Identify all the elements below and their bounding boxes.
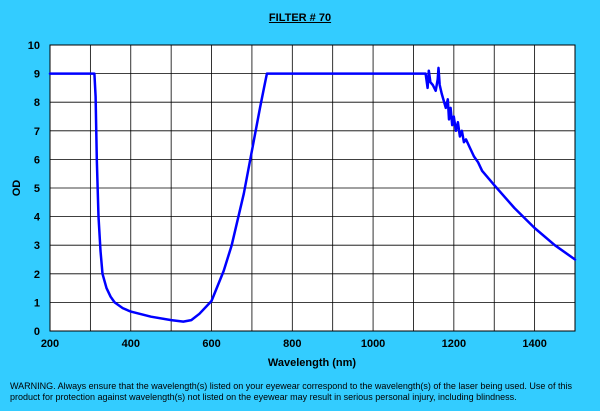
x-axis-ticks: 200 400 600 800 1000 1200 1400 [41, 338, 547, 350]
x-tick-label: 200 [41, 338, 59, 350]
x-tick-label: 600 [202, 338, 220, 350]
y-tick-label: 3 [34, 240, 40, 252]
y-tick-label: 2 [34, 269, 40, 281]
y-tick-label: 0 [34, 326, 40, 338]
chart-title: FILTER # 70 [268, 12, 332, 24]
y-axis-ticks: 0 1 2 3 4 5 6 7 8 9 10 [28, 40, 41, 338]
y-tick-label: 6 [34, 154, 40, 166]
y-tick-label: 1 [34, 297, 40, 309]
y-tick-label: 7 [34, 126, 40, 138]
x-tick-label: 1200 [442, 338, 466, 350]
y-tick-label: 10 [28, 40, 40, 52]
series-line-0 [48, 66, 577, 323]
x-tick-label: 1400 [522, 338, 546, 350]
series-group [48, 66, 577, 323]
y-tick-label: 5 [34, 183, 40, 195]
y-axis-label: OD [11, 180, 23, 197]
x-tick-label: 800 [283, 338, 301, 350]
grid [50, 45, 575, 331]
x-tick-label: 1000 [361, 338, 385, 350]
x-axis-label: Wavelength (nm) [268, 357, 357, 369]
y-tick-label: 8 [34, 97, 40, 109]
y-tick-label: 4 [34, 212, 41, 224]
y-tick-label: 9 [34, 69, 40, 81]
warning-text: WARNING. Always ensure that the waveleng… [10, 381, 572, 402]
x-tick-label: 400 [122, 338, 140, 350]
